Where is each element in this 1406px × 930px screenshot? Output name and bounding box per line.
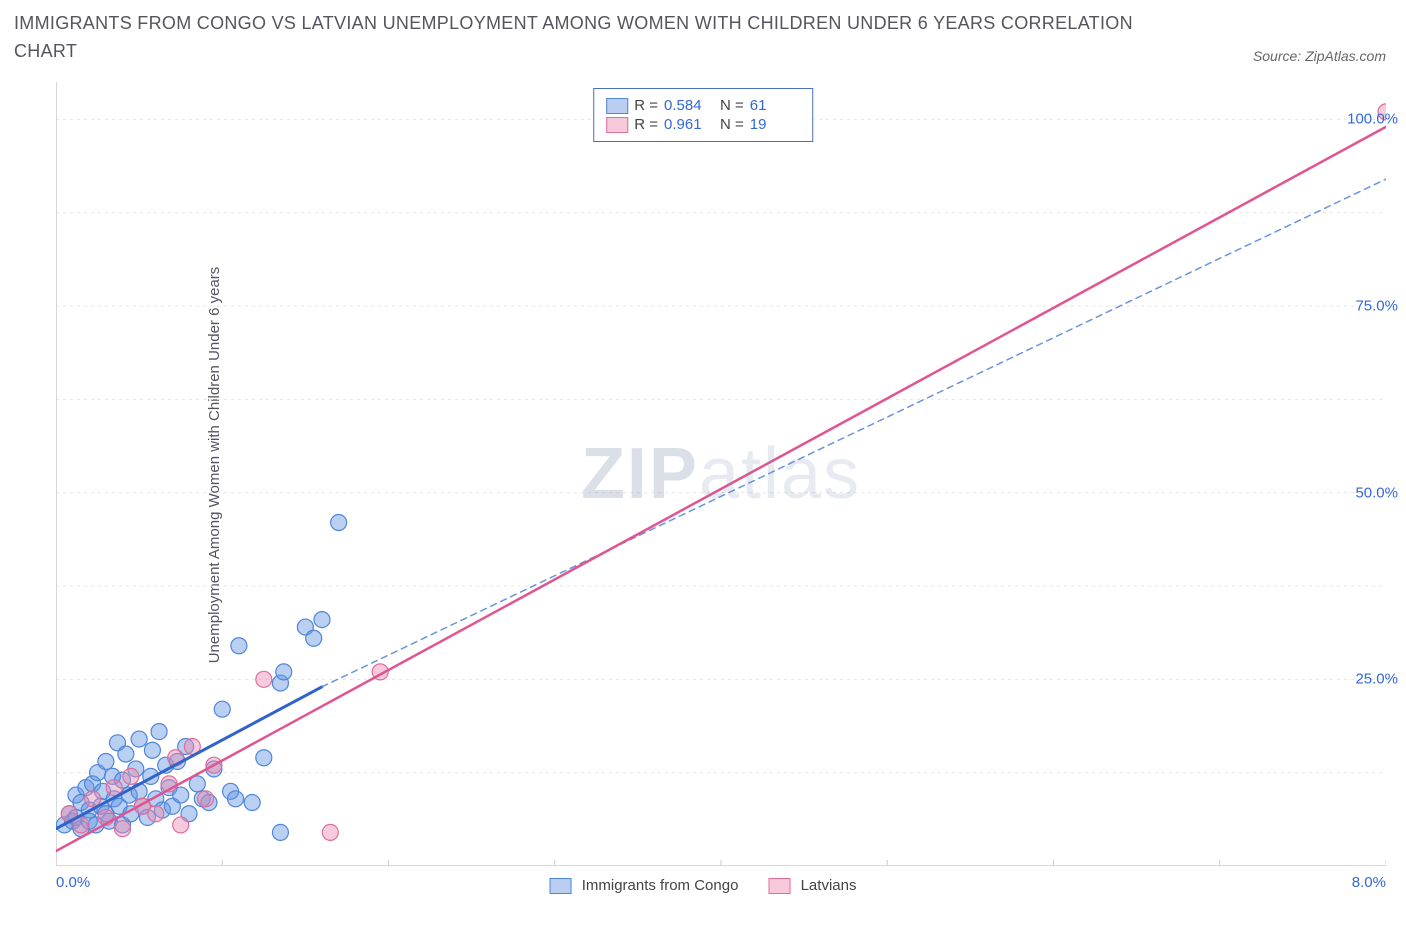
legend-row-series-0: R = 0.584 N = 61: [606, 97, 800, 114]
r-value: 0.961: [664, 116, 714, 133]
source-attribution: Source: ZipAtlas.com: [1253, 48, 1386, 64]
legend-row-series-1: R = 0.961 N = 19: [606, 116, 800, 133]
legend-swatch-icon: [606, 98, 628, 114]
y-tick: 50.0%: [1355, 484, 1398, 501]
chart-plot-area: ZIPatlas: [56, 82, 1386, 866]
x-axis-ticks: 0.0% 8.0%: [56, 874, 1386, 894]
x-tick-min: 0.0%: [56, 874, 90, 891]
legend-swatch-icon: [606, 117, 628, 133]
r-value: 0.584: [664, 97, 714, 114]
y-tick: 25.0%: [1355, 671, 1398, 688]
x-tick-max: 8.0%: [1352, 874, 1386, 891]
y-axis-ticks: 25.0% 50.0% 75.0% 100.0%: [1338, 82, 1398, 866]
correlation-legend: R = 0.584 N = 61 R = 0.961 N = 19: [593, 88, 813, 142]
r-label: R =: [634, 97, 658, 114]
y-tick: 75.0%: [1355, 298, 1398, 315]
n-label: N =: [720, 116, 744, 133]
chart-title: IMMIGRANTS FROM CONGO VS LATVIAN UNEMPLO…: [14, 10, 1186, 66]
y-tick: 100.0%: [1347, 111, 1398, 128]
scatter-chart-svg: [56, 82, 1386, 866]
n-label: N =: [720, 97, 744, 114]
r-label: R =: [634, 116, 658, 133]
n-value: 61: [750, 97, 800, 114]
n-value: 19: [750, 116, 800, 133]
